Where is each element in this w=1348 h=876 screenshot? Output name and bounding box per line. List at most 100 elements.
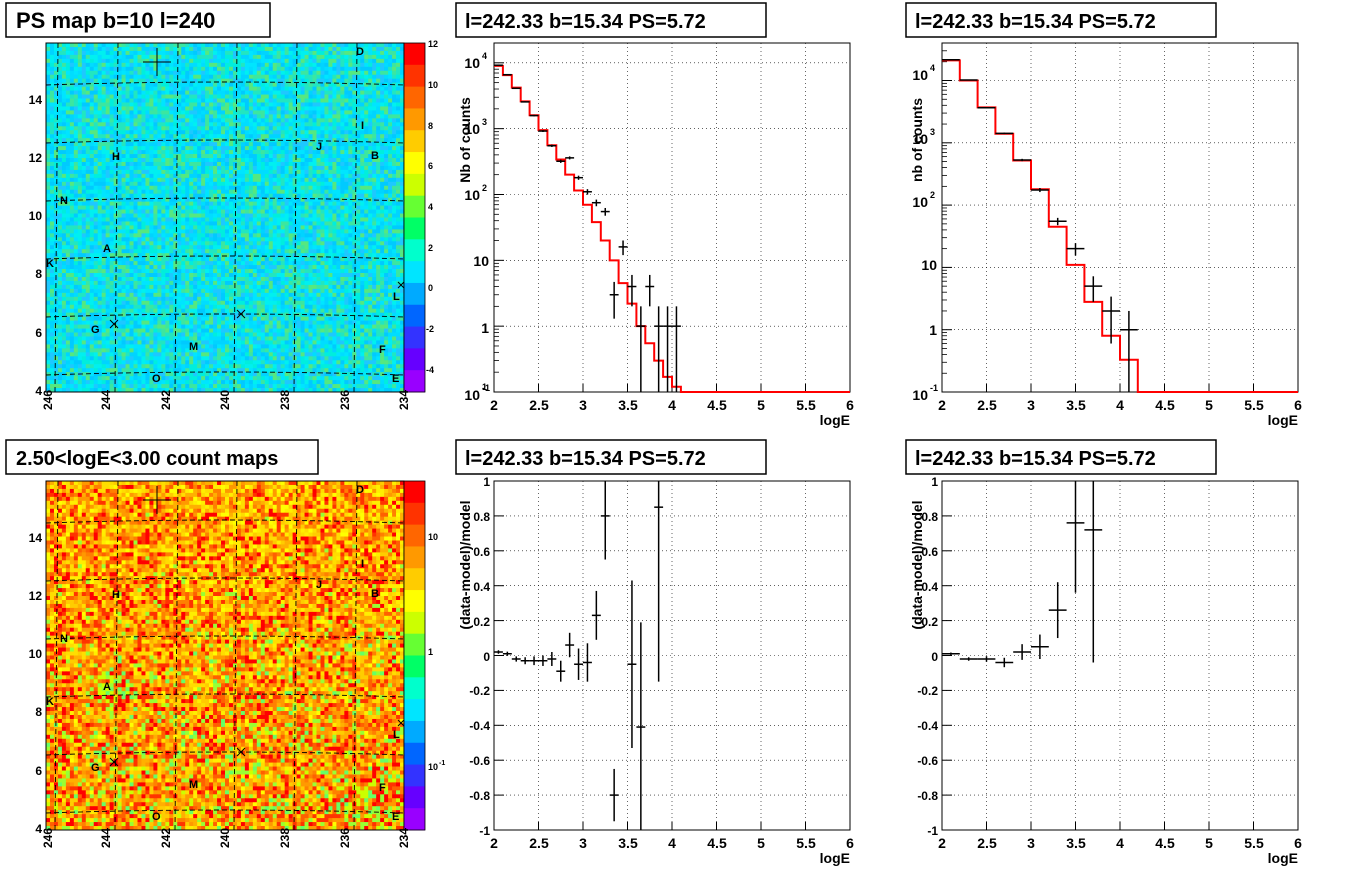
heatmap-pixel bbox=[352, 209, 357, 214]
heatmap-pixel bbox=[244, 50, 250, 56]
heatmap-pixel bbox=[181, 54, 186, 60]
heatmap-pixel bbox=[93, 193, 99, 199]
heatmap-pixel bbox=[165, 205, 170, 210]
heatmap-pixel bbox=[69, 169, 75, 175]
heatmap-pixel bbox=[376, 173, 381, 179]
heatmap-pixel bbox=[129, 158, 134, 163]
heatmap-pixel bbox=[328, 90, 333, 95]
heatmap-pixel bbox=[324, 225, 329, 230]
heatmap-pixel bbox=[280, 114, 286, 119]
heatmap-pixel bbox=[316, 58, 321, 64]
heatmap-pixel bbox=[201, 114, 206, 119]
heatmap-pixel bbox=[46, 118, 51, 123]
heatmap-pixel bbox=[57, 102, 63, 107]
heatmap-pixel bbox=[244, 257, 250, 262]
heatmap-pixel bbox=[356, 169, 361, 175]
heatmap-pixel bbox=[260, 90, 266, 95]
heatmap-pixel bbox=[109, 229, 115, 234]
heatmap-pixel bbox=[221, 233, 226, 238]
heatmap-pixel bbox=[272, 197, 278, 203]
heatmap-pixel bbox=[316, 197, 321, 203]
heatmap-pixel bbox=[213, 50, 218, 56]
heatmap-pixel bbox=[77, 110, 83, 115]
heatmap-pixel bbox=[73, 225, 79, 230]
heatmap-pixel bbox=[244, 43, 250, 48]
heatmap-pixel bbox=[256, 201, 262, 207]
heatmap-pixel bbox=[101, 154, 107, 159]
heatmap-pixel bbox=[268, 241, 274, 246]
heatmap-pixel bbox=[173, 126, 178, 131]
heatmap-pixel bbox=[324, 150, 329, 155]
heatmap-pixel bbox=[141, 229, 146, 234]
heatmap-pixel bbox=[53, 58, 59, 64]
heatmap-pixel bbox=[348, 181, 353, 187]
heatmap-pixel bbox=[177, 134, 182, 139]
heatmap-pixel bbox=[360, 54, 365, 60]
heatmap-pixel bbox=[169, 257, 174, 262]
heatmap-pixel bbox=[352, 134, 357, 139]
heatmap-pixel bbox=[264, 257, 270, 262]
heatmap-pixel bbox=[153, 237, 158, 242]
heatmap-pixel bbox=[61, 193, 67, 199]
heatmap-pixel bbox=[388, 169, 393, 175]
heatmap-pixel bbox=[177, 229, 182, 234]
heatmap-pixel bbox=[264, 90, 270, 95]
heatmap-pixel bbox=[105, 142, 111, 147]
heatmap-pixel bbox=[145, 217, 150, 222]
heatmap-pixel bbox=[356, 94, 361, 99]
heatmap-pixel bbox=[137, 185, 142, 191]
heatmap-pixel bbox=[89, 249, 95, 254]
heatmap-pixel bbox=[121, 94, 126, 99]
heatmap-pixel bbox=[264, 193, 270, 199]
heatmap-pixel bbox=[153, 82, 158, 88]
heatmap-pixel bbox=[240, 50, 246, 56]
heatmap-pixel bbox=[169, 245, 174, 250]
heatmap-pixel bbox=[252, 126, 258, 131]
heatmap-pixel bbox=[392, 106, 397, 111]
heatmap-pixel bbox=[288, 114, 294, 119]
heatmap-pixel bbox=[177, 245, 182, 250]
heatmap-pixel bbox=[360, 94, 365, 99]
heatmap-pixel bbox=[248, 181, 254, 187]
heatmap-pixel bbox=[384, 102, 389, 107]
heatmap-pixel bbox=[352, 185, 357, 191]
heatmap-pixel bbox=[113, 181, 118, 187]
heatmap-pixel bbox=[85, 165, 91, 171]
heatmap-pixel bbox=[352, 50, 357, 56]
heatmap-pixel bbox=[141, 114, 146, 119]
heatmap-pixel bbox=[77, 78, 83, 84]
heatmap-pixel bbox=[372, 106, 377, 111]
heatmap-pixel bbox=[133, 241, 138, 246]
heatmap-pixel bbox=[344, 142, 349, 147]
heatmap-pixel bbox=[153, 114, 158, 119]
heatmap-pixel bbox=[340, 98, 345, 103]
heatmap-pixel bbox=[185, 209, 190, 214]
heatmap-pixel bbox=[272, 150, 278, 155]
heatmap-pixel bbox=[376, 193, 381, 199]
heatmap-pixel bbox=[344, 50, 349, 56]
heatmap-pixel bbox=[57, 177, 63, 183]
heatmap-pixel bbox=[324, 74, 329, 80]
heatmap-pixel bbox=[201, 189, 206, 195]
heatmap-pixel bbox=[213, 114, 218, 119]
heatmap-pixel bbox=[372, 158, 377, 163]
heatmap-pixel bbox=[308, 122, 313, 127]
heatmap-pixel bbox=[209, 66, 214, 72]
heatmap-pixel bbox=[304, 90, 309, 95]
heatmap-pixel bbox=[356, 82, 361, 88]
heatmap-pixel bbox=[185, 58, 190, 64]
heatmap-pixel bbox=[296, 225, 301, 230]
heatmap-pixel bbox=[236, 130, 242, 135]
heatmap-pixel bbox=[288, 134, 294, 139]
heatmap-pixel bbox=[284, 169, 290, 175]
heatmap-pixel bbox=[256, 146, 262, 151]
heatmap-pixel bbox=[340, 241, 345, 246]
heatmap-pixel bbox=[348, 98, 353, 103]
heatmap-pixel bbox=[93, 134, 99, 139]
heatmap-pixel bbox=[352, 74, 357, 80]
heatmap-pixel bbox=[348, 249, 353, 254]
heatmap-pixel bbox=[324, 249, 329, 254]
heatmap-pixel bbox=[356, 225, 361, 230]
heatmap-pixel bbox=[396, 169, 401, 175]
